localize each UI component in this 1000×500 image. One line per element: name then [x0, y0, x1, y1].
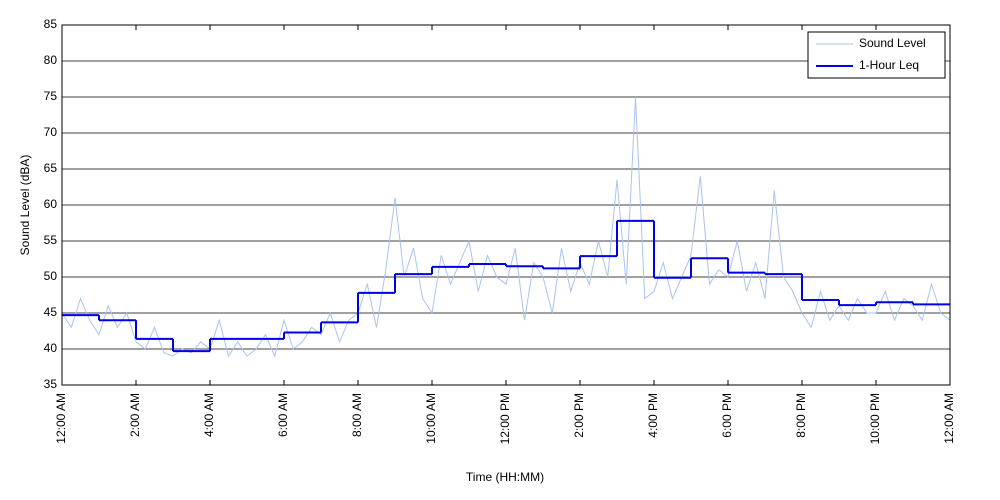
x-tick-label: 10:00 PM: [868, 393, 882, 444]
y-axis-label: Sound Level (dBA): [18, 155, 32, 256]
y-tick-label: 50: [44, 269, 58, 283]
x-tick-label: 8:00 PM: [794, 393, 808, 438]
x-tick-label: 6:00 PM: [720, 393, 734, 438]
y-tick-label: 70: [44, 125, 58, 139]
y-tick-label: 75: [44, 89, 58, 103]
y-tick-label: 35: [44, 377, 58, 391]
y-tick-label: 45: [44, 305, 58, 319]
x-tick-label: 2:00 AM: [128, 393, 142, 437]
x-tick-label: 8:00 AM: [350, 393, 364, 437]
x-tick-label: 2:00 PM: [572, 393, 586, 438]
y-tick-label: 85: [44, 17, 58, 31]
x-tick-label: 4:00 PM: [646, 393, 660, 438]
y-tick-label: 55: [44, 233, 58, 247]
y-tick-label: 65: [44, 161, 58, 175]
legend-label: Sound Level: [859, 36, 926, 50]
legend-label: 1-Hour Leq: [859, 58, 919, 72]
plot-frame: [61, 24, 951, 386]
x-tick-label: 12:00 AM: [942, 393, 956, 444]
legend-box: [807, 31, 946, 79]
x-tick-label: 4:00 AM: [202, 393, 216, 437]
y-tick-label: 40: [44, 341, 58, 355]
x-tick-label: 12:00 AM: [54, 393, 68, 444]
x-tick-label: 10:00 AM: [424, 393, 438, 444]
y-tick-label: 60: [44, 197, 58, 211]
x-tick-label: 6:00 AM: [276, 393, 290, 437]
y-tick-label: 80: [44, 53, 58, 67]
x-axis-label: Time (HH:MM): [466, 470, 544, 484]
x-tick-label: 12:00 PM: [498, 393, 512, 444]
